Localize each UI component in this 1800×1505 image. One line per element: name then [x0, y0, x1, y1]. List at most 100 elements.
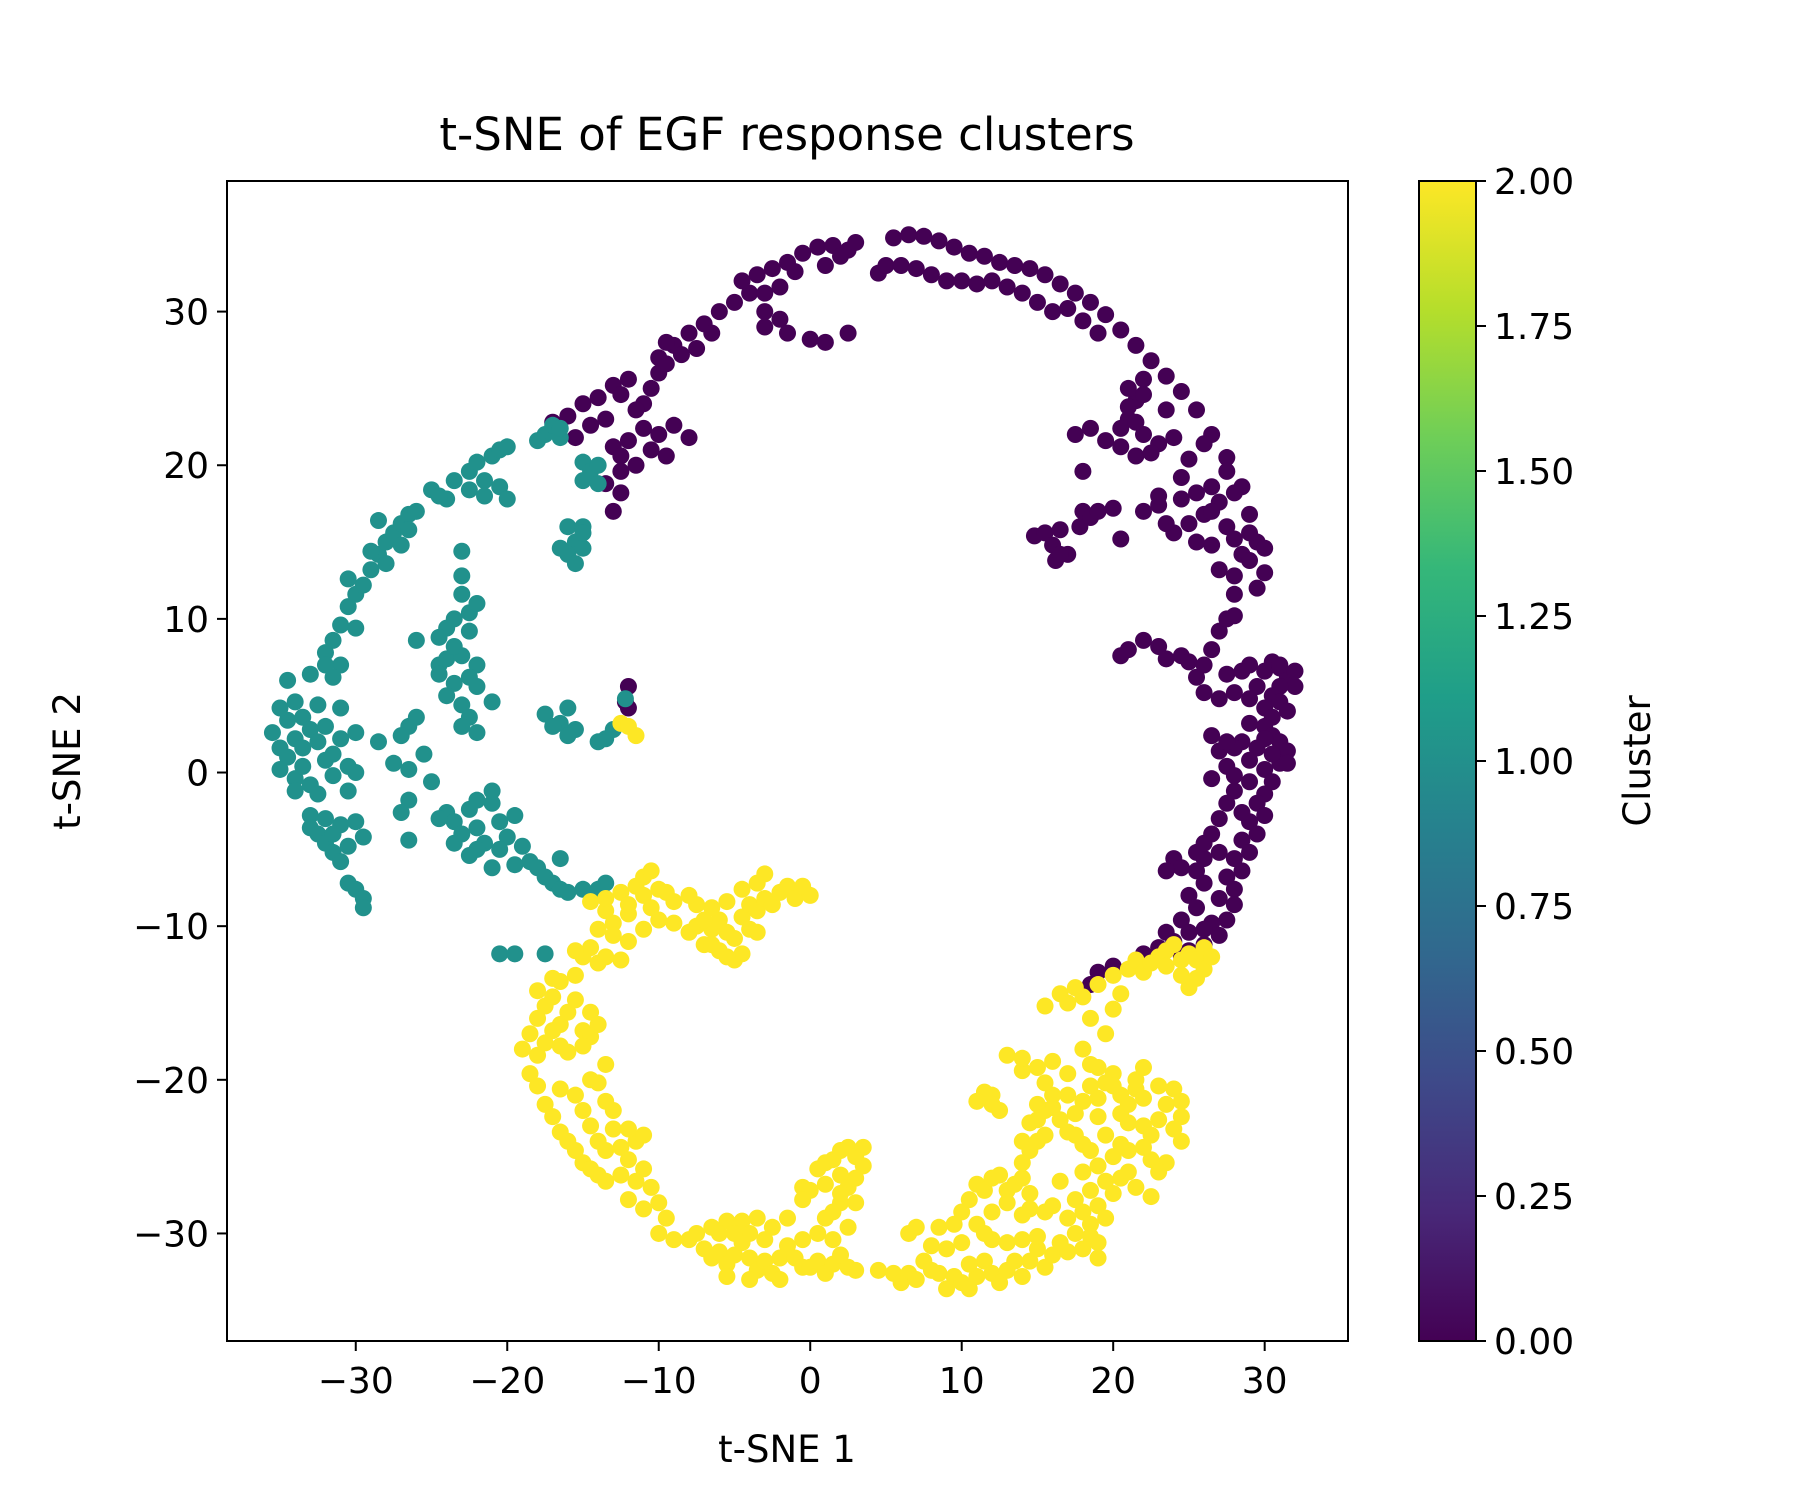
scatter-point-cluster-1 [574, 880, 592, 898]
scatter-point-cluster-0 [1210, 926, 1228, 944]
scatter-point-cluster-1 [309, 785, 327, 803]
scatter-point-cluster-1 [294, 708, 312, 726]
scatter-point-cluster-1 [279, 748, 297, 766]
scatter-point-cluster-2 [1104, 966, 1122, 984]
scatter-point-cluster-0 [1081, 293, 1099, 311]
scatter-point-cluster-2 [1097, 1126, 1115, 1144]
scatter-point-cluster-2 [1028, 1095, 1046, 1113]
scatter-point-cluster-1 [438, 687, 456, 705]
scatter-point-cluster-0 [1134, 426, 1152, 444]
scatter-point-cluster-1 [423, 773, 441, 791]
scatter-point-cluster-2 [1059, 1243, 1077, 1261]
scatter-point-cluster-0 [1157, 367, 1175, 385]
scatter-point-cluster-0 [688, 339, 706, 357]
scatter-point-cluster-0 [1172, 911, 1190, 929]
scatter-point-cluster-2 [771, 1249, 789, 1267]
y-tick-label: −10 [133, 907, 209, 948]
scatter-point-cluster-2 [551, 1080, 569, 1098]
scatter-point-cluster-0 [1241, 551, 1259, 569]
scatter-point-cluster-2 [1059, 1065, 1077, 1083]
scatter-point-cluster-1 [339, 598, 357, 616]
scatter-point-cluster-1 [332, 656, 350, 674]
scatter-point-cluster-2 [741, 1224, 759, 1242]
colorbar-tick-label: 1.75 [1494, 307, 1574, 348]
scatter-point-cluster-1 [574, 524, 592, 542]
scatter-point-cluster-1 [347, 619, 365, 637]
scatter-point-cluster-0 [779, 324, 796, 342]
scatter-point-cluster-2 [1059, 1086, 1077, 1104]
scatter-point-cluster-1 [347, 764, 365, 782]
scatter-point-cluster-0 [816, 333, 834, 351]
scatter-point-cluster-1 [574, 539, 592, 557]
scatter-point-cluster-1 [483, 693, 501, 711]
scatter-point-cluster-0 [582, 416, 600, 434]
scatter-point-cluster-1 [453, 567, 471, 585]
scatter-point-cluster-1 [551, 850, 569, 868]
y-tick-label: −30 [133, 1214, 209, 1255]
scatter-point-cluster-2 [1104, 1065, 1122, 1083]
scatter-point-cluster-2 [574, 1102, 592, 1120]
x-tick-label: 30 [1242, 1361, 1288, 1402]
scatter-point-cluster-2 [1104, 1148, 1122, 1166]
scatter-point-cluster-2 [1089, 1108, 1107, 1126]
scatter-point-cluster-2 [1013, 1049, 1031, 1067]
scatter-point-cluster-1 [498, 490, 516, 508]
scatter-point-cluster-2 [627, 727, 645, 745]
scatter-point-cluster-2 [635, 920, 653, 938]
scatter-point-cluster-1 [309, 733, 327, 751]
scatter-point-cluster-1 [491, 478, 509, 496]
scatter-point-cluster-0 [1218, 449, 1236, 467]
scatter-point-cluster-2 [604, 926, 622, 944]
scatter-point-cluster-2 [1036, 1258, 1054, 1276]
scatter-point-cluster-1 [271, 760, 289, 778]
scatter-point-cluster-0 [1210, 810, 1228, 828]
scatter-point-cluster-2 [597, 1141, 615, 1159]
scatter-point-cluster-2 [748, 1209, 766, 1227]
scatter-point-cluster-2 [619, 1120, 637, 1138]
scatter-point-cluster-0 [1241, 690, 1259, 708]
scatter-point-cluster-0 [953, 272, 971, 290]
scatter-point-cluster-2 [854, 1138, 872, 1156]
scatter-point-cluster-1 [468, 724, 486, 742]
scatter-point-cluster-0 [589, 389, 607, 407]
scatter-point-cluster-2 [1134, 1138, 1152, 1156]
scatter-point-cluster-2 [968, 1092, 986, 1110]
scatter-point-cluster-0 [1180, 886, 1198, 904]
scatter-point-cluster-1 [529, 432, 547, 450]
scatter-point-cluster-1 [271, 699, 289, 717]
scatter-point-cluster-2 [960, 1280, 978, 1298]
scatter-point-cluster-2 [642, 862, 660, 880]
scatter-point-cluster-2 [839, 1218, 857, 1236]
scatter-point-cluster-1 [286, 782, 304, 800]
scatter-point-cluster-2 [718, 893, 736, 911]
scatter-point-cluster-1 [445, 674, 463, 692]
scatter-point-cluster-0 [612, 484, 630, 502]
scatter-point-cluster-2 [1044, 1246, 1062, 1264]
scatter-point-cluster-0 [1074, 462, 1092, 480]
scatter-point-cluster-0 [1263, 745, 1281, 763]
scatter-point-cluster-0 [1271, 656, 1289, 674]
scatter-point-cluster-2 [1051, 1172, 1069, 1190]
scatter-point-cluster-0 [1081, 419, 1099, 437]
scatter-point-cluster-2 [582, 1117, 600, 1135]
scatter-point-cluster-2 [1089, 1089, 1107, 1107]
scatter-point-cluster-0 [1286, 677, 1304, 695]
scatter-point-cluster-2 [975, 1224, 993, 1242]
scatter-point-cluster-1 [468, 656, 486, 674]
scatter-point-cluster-1 [468, 791, 486, 809]
scatter-point-cluster-1 [566, 555, 584, 573]
scatter-point-cluster-2 [725, 929, 743, 947]
scatter-point-cluster-1 [453, 585, 471, 603]
scatter-point-cluster-0 [1036, 266, 1054, 284]
scatter-point-cluster-2 [529, 1077, 547, 1095]
scatter-point-cluster-2 [604, 1120, 622, 1138]
scatter-point-cluster-2 [1044, 1197, 1062, 1215]
scatter-point-cluster-2 [991, 1274, 1009, 1292]
scatter-point-cluster-2 [794, 877, 812, 895]
scatter-point-cluster-2 [1165, 936, 1183, 954]
scatter-point-cluster-2 [1013, 1206, 1031, 1224]
scatter-point-cluster-0 [1059, 300, 1077, 318]
scatter-point-cluster-0 [1248, 825, 1266, 843]
scatter-point-cluster-1 [286, 770, 304, 788]
scatter-point-cluster-0 [892, 257, 910, 275]
